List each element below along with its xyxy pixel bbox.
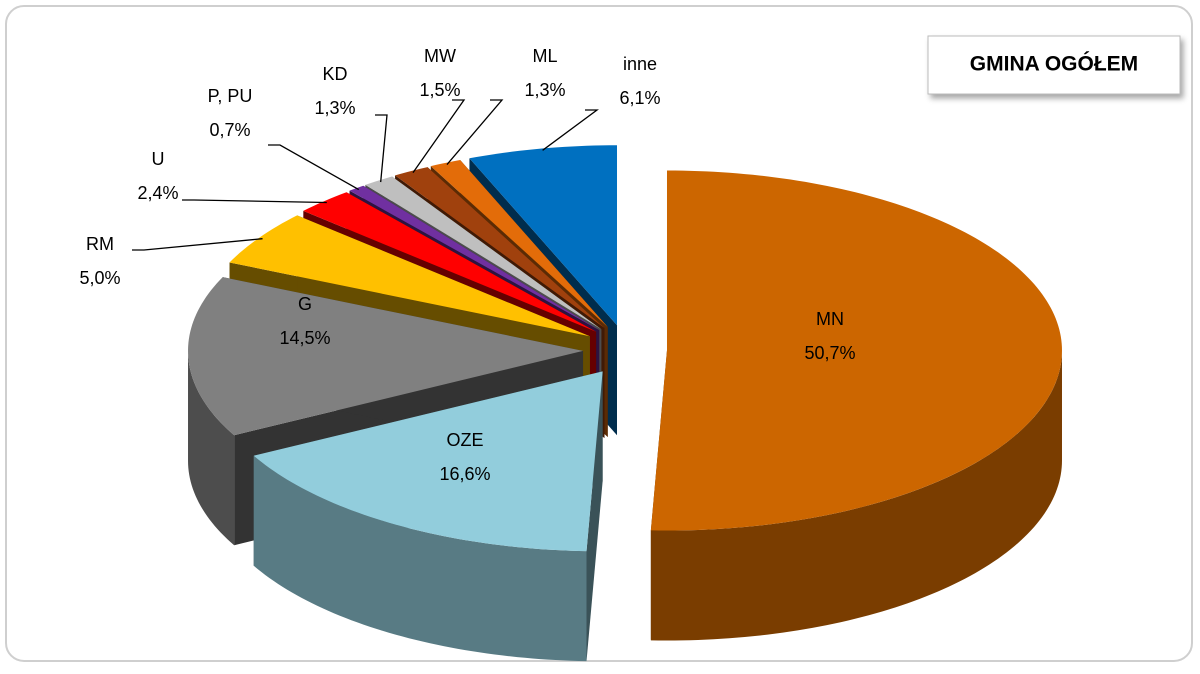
category-label: MW <box>424 46 456 66</box>
leader-line <box>375 114 388 183</box>
leader-line <box>446 99 504 166</box>
category-label: G <box>298 294 312 314</box>
leader-line <box>268 144 360 191</box>
slice <box>349 185 600 331</box>
leader-line <box>412 99 466 174</box>
slice <box>430 160 608 328</box>
category-label: KD <box>322 64 347 84</box>
category-label: ML <box>532 46 557 66</box>
value-label: 16,6% <box>439 464 490 484</box>
value-label: 1,5% <box>419 80 460 100</box>
slice <box>229 215 590 337</box>
slice <box>303 192 597 332</box>
value-label: 14,5% <box>279 328 330 348</box>
slices <box>188 145 1062 662</box>
slice <box>188 277 584 436</box>
category-label: U <box>152 149 165 169</box>
slice-rim <box>188 350 235 546</box>
slice <box>650 170 1062 531</box>
value-label: 1,3% <box>524 80 565 100</box>
value-label: 5,0% <box>79 268 120 288</box>
value-label: 2,4% <box>137 183 178 203</box>
value-label: 0,7% <box>209 120 250 140</box>
labels: MN 50,7% OZE 16,6% G 14,5% RM 5,0% U 2,4% P, PU 0,7… <box>79 46 855 484</box>
category-label: inne <box>623 54 657 74</box>
title-box <box>927 35 1181 95</box>
slice-rim <box>650 350 1062 641</box>
leader-line <box>542 109 599 151</box>
value-label: 50,7% <box>804 343 855 363</box>
category-label: MN <box>816 309 844 329</box>
value-label: 6,1% <box>619 88 660 108</box>
leader-line <box>182 199 327 204</box>
chart-title: GMINA OGÓŁEM <box>970 52 1138 76</box>
slice <box>395 167 605 329</box>
category-label: OZE <box>446 430 483 450</box>
slice <box>365 176 602 330</box>
slice <box>253 371 603 552</box>
category-label: RM <box>86 234 114 254</box>
slice <box>469 145 618 326</box>
leader-line <box>132 238 263 251</box>
value-label: 1,3% <box>314 98 355 118</box>
slice-rim <box>253 455 587 662</box>
category-label: P, PU <box>208 86 253 106</box>
